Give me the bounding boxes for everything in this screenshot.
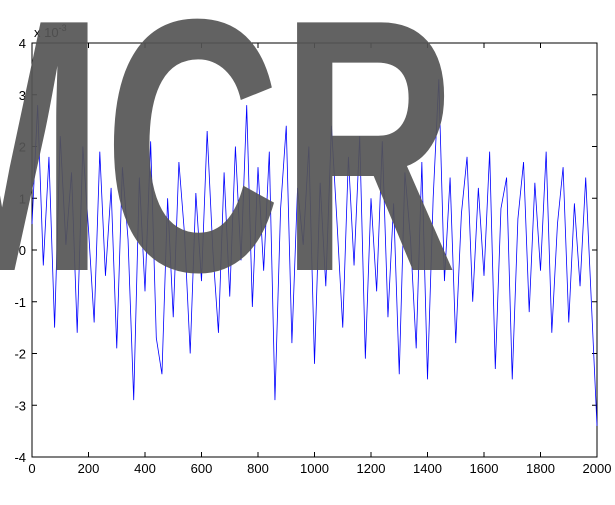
y-tick-label: -1 (14, 295, 26, 310)
y-tick-label: 2 (19, 140, 26, 155)
x-tick-label: 0 (28, 461, 35, 476)
data-line (31, 79, 598, 426)
y-tick-label: 3 (19, 88, 26, 103)
x-tick-label: 1400 (413, 461, 442, 476)
watermark: MCR (0, 0, 457, 347)
y-tick-label: 1 (19, 191, 26, 206)
x-tick-label: 1600 (470, 461, 499, 476)
watermark-group: MCR (0, 0, 457, 347)
x-tick-label: 1200 (357, 461, 386, 476)
x-tick-label: 1000 (300, 461, 329, 476)
x-tick-label: 2000 (583, 461, 612, 476)
x-tick-label: 1800 (526, 461, 555, 476)
plot-box (31, 42, 598, 458)
y-tick-label: -3 (14, 398, 26, 413)
y-tick-label: 4 (19, 36, 26, 51)
y-tick-label: 0 (19, 243, 26, 258)
x-tick-label: 800 (247, 461, 269, 476)
x-tick-label: 400 (134, 461, 156, 476)
y-tick-label: -4 (14, 450, 26, 465)
x-tick-label: 600 (191, 461, 213, 476)
x-tick-label: 200 (78, 461, 100, 476)
y-tick-label: -2 (14, 347, 26, 362)
y-multiplier: x 10-3 (34, 23, 67, 40)
